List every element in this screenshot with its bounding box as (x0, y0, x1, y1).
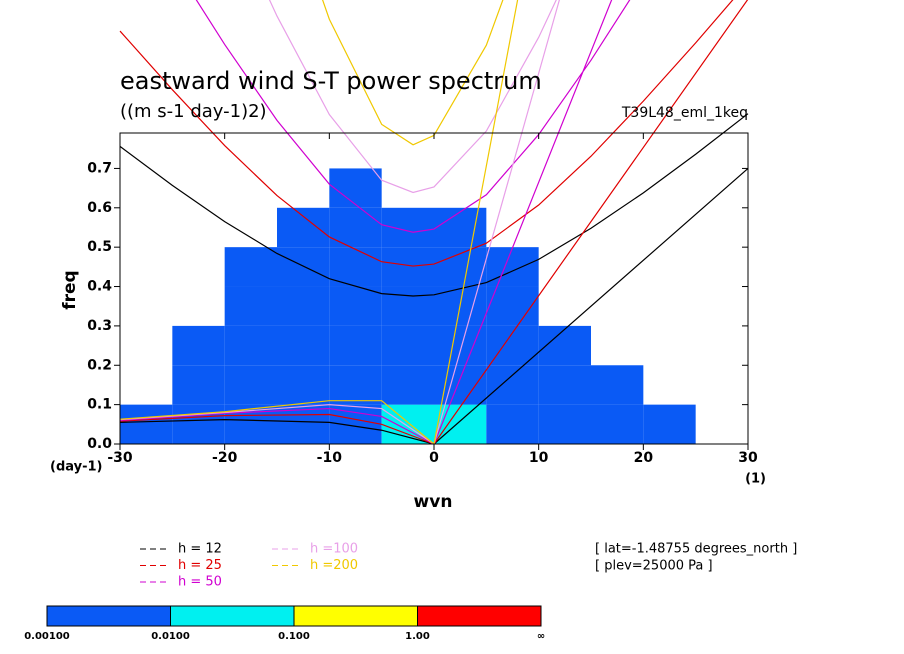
run-label: T39L48_eml_1keq (621, 105, 748, 121)
heat-cell (381, 286, 434, 326)
chart-subtitle: ((m s-1 day-1)2) (120, 101, 267, 122)
heat-cell (329, 247, 382, 287)
colorbar-swatch (293, 605, 418, 627)
x-tick-label: 10 (529, 450, 549, 466)
dispersion-curve (119, 0, 631, 445)
chart-title: eastward wind S-T power spectrum (120, 67, 542, 95)
heat-cell (329, 168, 382, 208)
curves (119, 0, 749, 445)
x-tick-label: -30 (107, 450, 133, 466)
heat-cell (486, 247, 539, 287)
heat-cell (538, 365, 591, 405)
dispersion-curve (119, 0, 519, 445)
x-tick-label: 30 (738, 450, 758, 466)
heat-cell (381, 325, 434, 366)
y-tick-label: 0.3 (87, 318, 112, 334)
x-tick-label: -10 (317, 450, 343, 466)
heat-cell (538, 404, 591, 444)
heat-cell (329, 404, 382, 444)
heat-cell (277, 247, 330, 287)
x-tick-label: -20 (212, 450, 238, 466)
colorbar-label: 0.0100 (151, 631, 190, 642)
colorbar-label: ∞ (537, 631, 545, 642)
legend-label: h = 25 (178, 558, 222, 573)
legend-label: h =100 (310, 542, 358, 557)
colorbar-label: 0.100 (278, 631, 310, 642)
y-tick-label: 0.0 (87, 436, 112, 452)
annotation: [ lat=-1.48755 degrees_north ] (595, 542, 797, 557)
y-tick-label: 0.6 (87, 200, 112, 216)
heat-cell (381, 365, 434, 405)
heat-cell (329, 365, 382, 405)
heat-cell (591, 404, 644, 444)
heat-cell (277, 404, 330, 444)
legend-label: h = 50 (178, 575, 222, 590)
heat-cell (277, 365, 330, 405)
heat-cell (277, 325, 330, 366)
heat-cell (224, 247, 277, 287)
heat-cell (591, 365, 644, 405)
colorbar-label: 1.00 (405, 631, 430, 642)
y-unit: (day-1) (50, 460, 102, 475)
heat-cell (434, 365, 487, 405)
colorbar-label: 0.00100 (24, 631, 70, 642)
x-unit: (1) (745, 472, 766, 487)
heat-cell (277, 286, 330, 326)
colorbar-swatch (46, 605, 171, 627)
y-tick-label: 0.4 (87, 279, 112, 295)
y-tick-label: 0.1 (87, 397, 112, 413)
heat-cell (329, 325, 382, 366)
heat-cell (486, 365, 539, 405)
heat-cell (172, 404, 225, 444)
heat-cell (381, 207, 434, 248)
x-tick-label: 0 (429, 450, 439, 466)
heat-cell (329, 286, 382, 326)
dispersion-curve (119, 113, 749, 445)
heat-cell (172, 325, 225, 366)
heat-cell (120, 404, 173, 444)
heat-cell (538, 325, 591, 366)
x-tick-label: 20 (634, 450, 654, 466)
heat-cell (434, 207, 487, 248)
colorbar-swatch (417, 605, 542, 627)
heat-cell (224, 325, 277, 366)
legend-label: h =200 (310, 558, 358, 573)
heat-cell (381, 247, 434, 287)
heat-cell (224, 365, 277, 405)
dispersion-curve (119, 0, 749, 445)
heat-cell (172, 365, 225, 405)
legend-label: h = 12 (178, 542, 222, 557)
heat-cell (486, 286, 539, 326)
x-axis-label: wvn (414, 492, 453, 512)
y-axis-label: freq (60, 270, 80, 309)
heat-cell (486, 404, 539, 444)
heat-cell (643, 404, 696, 444)
heatmap (120, 168, 696, 444)
dispersion-curve (119, 0, 560, 445)
y-tick-label: 0.2 (87, 357, 112, 373)
heat-cell (277, 207, 330, 248)
y-tick-label: 0.5 (87, 239, 112, 255)
colorbar-swatch (170, 605, 295, 627)
heat-cell (224, 286, 277, 326)
annotation: [ plev=25000 Pa ] (595, 559, 713, 574)
y-tick-label: 0.7 (87, 160, 112, 176)
heat-cell (434, 325, 487, 366)
